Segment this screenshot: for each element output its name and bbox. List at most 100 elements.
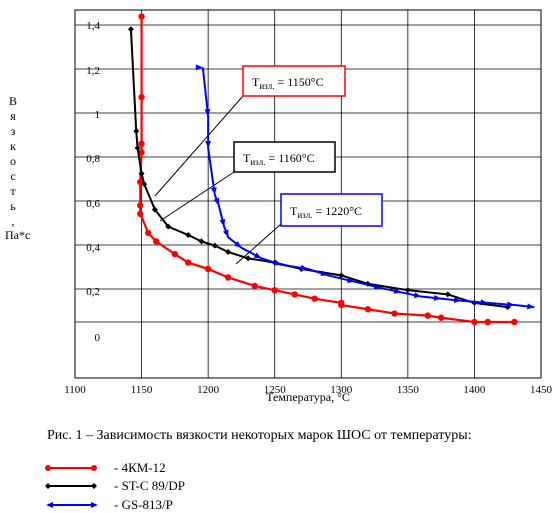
data-point bbox=[137, 210, 144, 218]
data-point bbox=[437, 314, 445, 321]
data-point bbox=[171, 250, 179, 258]
data-point bbox=[391, 310, 398, 317]
annotation-box bbox=[280, 193, 383, 227]
data-point bbox=[198, 238, 205, 245]
data-point bbox=[527, 303, 535, 310]
data-point bbox=[184, 259, 192, 266]
legend-marker bbox=[45, 465, 97, 471]
data-point bbox=[151, 206, 158, 213]
x-tick-label: 1150 bbox=[131, 384, 153, 396]
data-point bbox=[404, 287, 411, 294]
y-tick-label: 0,6 bbox=[86, 198, 100, 210]
data-point bbox=[453, 297, 462, 304]
data-point bbox=[185, 232, 192, 239]
x-tick-label: 1400 bbox=[463, 384, 486, 396]
y-label-letter: с bbox=[10, 169, 16, 183]
series-0 bbox=[137, 13, 518, 326]
data-point bbox=[273, 259, 282, 266]
data-point bbox=[320, 270, 328, 277]
data-point bbox=[253, 252, 262, 259]
data-point bbox=[424, 312, 432, 319]
data-point bbox=[137, 202, 144, 209]
annotation-2: Тизл. = 1220°С bbox=[235, 193, 383, 265]
data-point bbox=[225, 248, 232, 255]
plot-frame bbox=[74, 9, 542, 379]
legend-label: - 4КМ-12 bbox=[114, 460, 166, 475]
data-point bbox=[145, 229, 152, 237]
data-point bbox=[511, 318, 518, 326]
axis-ticks: 1100 1150 1200 1250 1300 1350 1400 1450 1,4 1,2 1 0… bbox=[64, 20, 552, 396]
annotation-text: Тизл. = 1220°С bbox=[290, 204, 362, 220]
data-point bbox=[138, 149, 145, 156]
annotation-box bbox=[242, 65, 346, 97]
data-point bbox=[364, 306, 372, 313]
data-point bbox=[347, 277, 355, 283]
data-point bbox=[234, 241, 242, 248]
y-label-letter: , bbox=[11, 214, 15, 228]
legend-item: - ST-C 89/DP bbox=[44, 478, 185, 494]
data-point bbox=[127, 26, 134, 33]
y-tick-label: 0,4 bbox=[86, 242, 100, 254]
data-point bbox=[138, 93, 145, 101]
data-point bbox=[338, 272, 345, 279]
annotation-pointer bbox=[235, 223, 282, 265]
data-point bbox=[138, 140, 145, 147]
data-point bbox=[338, 301, 345, 309]
y-label-letter: о bbox=[10, 154, 16, 168]
legend-label: - GS-813/P bbox=[114, 497, 173, 512]
annotation-box bbox=[233, 141, 336, 173]
data-point bbox=[213, 197, 220, 206]
x-tick-label: 1450 bbox=[530, 384, 553, 396]
legend-marker bbox=[45, 483, 97, 489]
annotation-text: Тизл. = 1160°С bbox=[243, 151, 315, 167]
chart-series bbox=[127, 13, 535, 326]
legend-item: - GS-813/P bbox=[44, 497, 173, 513]
y-axis-unit: Па*с bbox=[5, 228, 31, 242]
data-point bbox=[204, 265, 212, 273]
data-point bbox=[245, 255, 252, 262]
data-point bbox=[138, 170, 145, 177]
y-tick-label: 0,2 bbox=[86, 286, 100, 298]
annotation-0: Тизл. = 1150°С bbox=[154, 65, 346, 197]
annotation-text: Тизл. = 1150°С bbox=[252, 75, 324, 91]
figure-caption: Рис. 1 – Зависимость вязкости некоторых … bbox=[47, 428, 472, 443]
data-point bbox=[141, 181, 148, 188]
x-tick-label: 1200 bbox=[197, 384, 220, 396]
data-point bbox=[195, 64, 203, 71]
y-label-letter: В bbox=[8, 94, 17, 108]
annotation-1: Тизл. = 1160°С bbox=[159, 141, 336, 222]
annotations: Тизл. = 1150°С Тизл. = 1160°С Тизл. = 1220… bbox=[154, 65, 383, 265]
data-point bbox=[507, 301, 515, 308]
series-line bbox=[139, 16, 515, 324]
y-tick-label: 0,8 bbox=[86, 153, 100, 165]
y-label-letter: я bbox=[10, 109, 16, 123]
annotation-pointer bbox=[159, 171, 235, 222]
y-label-letter: к bbox=[10, 139, 16, 153]
y-tick-label: 1,2 bbox=[86, 65, 100, 77]
data-point bbox=[373, 283, 382, 290]
viscosity-chart: 1100 1150 1200 1250 1300 1350 1400 1450 1,4 1,2 1 0… bbox=[64, 9, 553, 404]
y-label-letter: т bbox=[10, 184, 16, 198]
y-tick-label: 1 bbox=[95, 109, 101, 121]
data-point bbox=[471, 318, 478, 326]
data-point bbox=[134, 145, 141, 152]
data-point bbox=[205, 141, 212, 149]
x-tick-label: 1100 bbox=[64, 384, 86, 396]
x-axis-label: Температура, °С bbox=[266, 390, 350, 404]
x-tick-label: 1350 bbox=[397, 384, 420, 396]
data-point bbox=[165, 223, 172, 230]
data-point bbox=[300, 264, 308, 271]
data-point bbox=[133, 128, 140, 135]
data-point bbox=[211, 242, 218, 249]
data-point bbox=[433, 294, 442, 301]
series-line bbox=[201, 67, 535, 309]
data-point bbox=[413, 292, 422, 299]
data-point bbox=[204, 108, 211, 117]
x-tick-label: 1300 bbox=[330, 384, 353, 396]
y-tick-label: 1,4 bbox=[86, 20, 100, 32]
annotation-pointer bbox=[154, 95, 244, 197]
data-point bbox=[219, 219, 226, 227]
legend-marker bbox=[46, 502, 98, 508]
data-point bbox=[251, 282, 258, 290]
